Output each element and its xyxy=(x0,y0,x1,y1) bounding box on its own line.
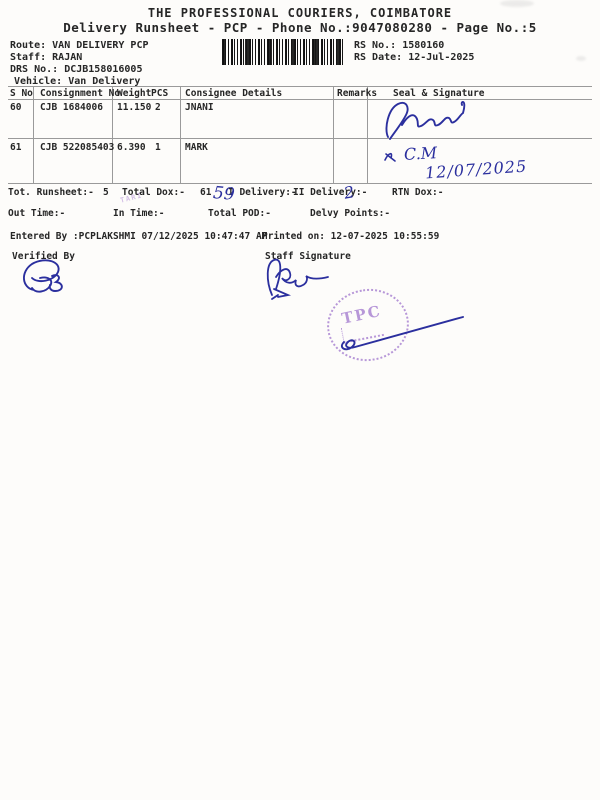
consignee-signature-row1 xyxy=(385,101,466,140)
col-header-consignee: Consignee Details xyxy=(185,88,283,99)
rs-no-value: 1580160 xyxy=(402,40,445,51)
staff-line: Staff: RAJAN xyxy=(10,52,82,63)
cell-consignment: CJB 522085403 xyxy=(40,142,115,153)
delvy-points-label: Delvy Points:- xyxy=(310,208,391,219)
i-delivery-label: I Delivery:- xyxy=(228,187,297,198)
rs-date-value: 12-Jul-2025 xyxy=(408,52,475,63)
barcode xyxy=(222,39,345,65)
rs-no-label: RS No.: xyxy=(354,40,397,51)
route-label: Route: xyxy=(10,40,47,51)
table-header-underline xyxy=(8,99,592,100)
table-row-divider xyxy=(8,138,592,139)
verified-by-signature xyxy=(23,259,63,293)
route-value: VAN DELIVERY PCP xyxy=(52,40,149,51)
stamp-signature-swoosh xyxy=(340,316,464,351)
col-header-sno: S No xyxy=(10,88,33,99)
table-column-divider xyxy=(33,86,34,183)
verified-by-label: Verified By xyxy=(12,251,75,262)
tot-runsheet-label: Tot. Runsheet:- xyxy=(8,187,94,198)
scan-smudge xyxy=(500,0,534,7)
cell-weight: 11.150 xyxy=(117,102,152,113)
cell-sno: 61 xyxy=(10,142,22,153)
rs-date-label: RS Date: xyxy=(354,52,403,63)
printed-on-line: Printed on: 12-07-2025 10:55:59 xyxy=(262,231,440,242)
cell-sno: 60 xyxy=(10,102,22,113)
cell-pcs: 1 xyxy=(155,142,161,153)
document-subtitle: Delivery Runsheet - PCP - Phone No.:9047… xyxy=(63,20,537,35)
entered-by-line: Entered By :PCPLAKSHMI 07/12/2025 10:47:… xyxy=(10,231,268,242)
col-header-pcs: PCS xyxy=(151,88,169,99)
drs-label: DRS No.: xyxy=(10,64,59,75)
table-column-divider xyxy=(367,86,368,183)
handwritten-note-row2: C.M xyxy=(403,143,438,164)
drs-line: DRS No.: DCJB158016005 xyxy=(10,64,142,75)
table-column-divider xyxy=(112,86,113,183)
handwritten-ii-delivery: 2 xyxy=(342,182,356,203)
cell-consignment: CJB 1684006 xyxy=(40,102,103,113)
table-column-divider xyxy=(180,86,181,183)
cell-pcs: 2 xyxy=(155,102,161,113)
rs-no-line: RS No.: 1580160 xyxy=(354,40,444,51)
cell-consignee: MARK xyxy=(185,142,208,153)
col-header-consignment: Consignment No xyxy=(40,88,121,99)
total-dox-label: Total Dox:- xyxy=(122,187,185,198)
in-time-label: In Time:- xyxy=(113,208,165,219)
col-header-seal: Seal & Signature xyxy=(393,88,485,99)
col-header-remarks: Remarks xyxy=(337,88,378,99)
rtn-dox-label: RTN Dox:- xyxy=(392,187,444,198)
total-dox-value: 61 xyxy=(200,187,212,198)
total-pod-label: Total POD:- xyxy=(208,208,271,219)
handwritten-flourish xyxy=(384,152,396,162)
vehicle-label: Vehicle: xyxy=(14,76,63,87)
vehicle-line: Vehicle: Van Delivery xyxy=(14,76,140,87)
scan-smudge xyxy=(576,56,586,61)
staff-value: RAJAN xyxy=(52,52,83,63)
handwritten-date-row2: 12/07/2025 xyxy=(424,156,528,183)
rs-date-line: RS Date: 12-Jul-2025 xyxy=(354,52,474,63)
ii-delivery-label: II Delivery:- xyxy=(293,187,368,198)
company-title: THE PROFESSIONAL COURIERS, COIMBATORE xyxy=(147,6,453,20)
staff-signature xyxy=(266,258,329,300)
staff-label: Staff: xyxy=(10,52,47,63)
col-header-weight: Weight xyxy=(117,88,152,99)
table-column-divider xyxy=(333,86,334,183)
table-border-bottom xyxy=(8,183,592,184)
staff-signature-label: Staff Signature xyxy=(265,251,351,262)
cell-consignee: JNANI xyxy=(185,102,214,113)
handwritten-i-delivery: 59 xyxy=(212,183,236,205)
table-border-top xyxy=(8,86,592,87)
out-time-label: Out Time:- xyxy=(8,208,66,219)
route-line: Route: VAN DELIVERY PCP xyxy=(10,40,148,51)
cell-weight: 6.390 xyxy=(117,142,146,153)
drs-value: DCJB158016005 xyxy=(64,64,143,75)
vehicle-value: Van Delivery xyxy=(68,76,141,87)
tot-runsheet-value: 5 xyxy=(103,187,109,198)
